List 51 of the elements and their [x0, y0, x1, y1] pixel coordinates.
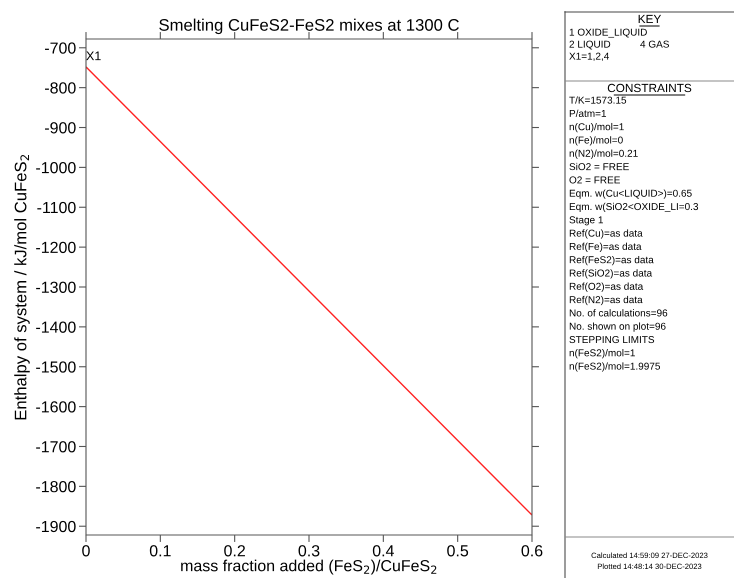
text: Ref(O2)=as data — [570, 282, 644, 292]
y-tick-label: -700 — [45, 42, 76, 54]
text: 1 OXIDE_LIQUID — [570, 28, 647, 38]
text: CONSTRAINTS — [608, 84, 692, 92]
text: Ref(FeS2)=as data — [570, 256, 654, 266]
text: Ref(N2)=as data — [570, 296, 643, 306]
text: n(FeS2)/mol=1 — [570, 349, 635, 358]
text: 2 LIQUID — [570, 40, 610, 50]
chart-title: Smelting CuFeS2-FeS2 mixes at 1300 C — [159, 18, 459, 34]
text: n(FeS2)/mol=1.9975 — [570, 362, 660, 372]
y-tick-label: -800 — [45, 82, 76, 94]
y-tick-label: -1400 — [36, 322, 76, 333]
x-tick-label: 0.3 — [298, 545, 320, 556]
x-tick-label: 0.5 — [447, 545, 468, 556]
text: No. shown on plot=96 — [570, 322, 666, 332]
y-tick-label: -1200 — [36, 242, 76, 254]
text: Ref(Fe)=as data — [570, 242, 642, 252]
text: 4 GAS — [640, 40, 669, 48]
y-tick-label: -1800 — [36, 480, 76, 492]
text: n(Cu)/mol=1 — [570, 122, 624, 132]
y-tick-label: -1600 — [36, 401, 76, 413]
text: Eqm. w(Cu<LIQUID>)=0.65 — [570, 189, 692, 199]
x-tick-label: 0 — [82, 545, 90, 556]
text: Ref(SiO2)=as data — [570, 269, 652, 279]
y-tick-label: -1500 — [36, 361, 76, 373]
text: P/atm=1 — [570, 110, 606, 117]
text: STEPPING LIMITS — [569, 336, 654, 344]
text: X1=1,2,4 — [569, 52, 610, 61]
text: T/K=1573.15 — [569, 96, 626, 104]
text: Eqm. w(SiO2<OXIDE_LI=0.3 — [570, 202, 698, 212]
x-axis-title: mass fraction added (FeS$_{2}$)/CuFeS$_{2}$ — [181, 560, 436, 574]
y-tick-label: -1100 — [37, 202, 76, 214]
text: SiO2 = FREE — [569, 162, 629, 170]
y-tick-label: -900 — [45, 122, 76, 134]
text: n(Fe)/mol=0 — [570, 136, 623, 146]
text: KEY — [638, 14, 662, 24]
y-tick-label: -1900 — [36, 520, 76, 532]
text: Ref(Cu)=as data — [570, 229, 643, 239]
text: n(N2)/mol=0.21 — [570, 150, 638, 159]
y-tick-label: -1300 — [36, 282, 76, 293]
text: No. of calculations=96 — [570, 309, 668, 316]
text: O2 = FREE — [569, 176, 620, 184]
x-tick-label: 0.1 — [150, 545, 171, 556]
y-tick-label: -1700 — [36, 441, 76, 452]
y-tick-label: -1000 — [36, 162, 76, 174]
text: Stage 1 — [569, 216, 603, 226]
x-tick-label: 0.4 — [372, 545, 394, 556]
y-axis-title: Enthalpy of system / kJ/mol CuFeS$_{2}$ — [14, 154, 30, 420]
x-tick-label: 0.2 — [224, 545, 245, 556]
x-tick-label: 0.6 — [522, 545, 542, 556]
annotation: X1 — [86, 52, 101, 60]
